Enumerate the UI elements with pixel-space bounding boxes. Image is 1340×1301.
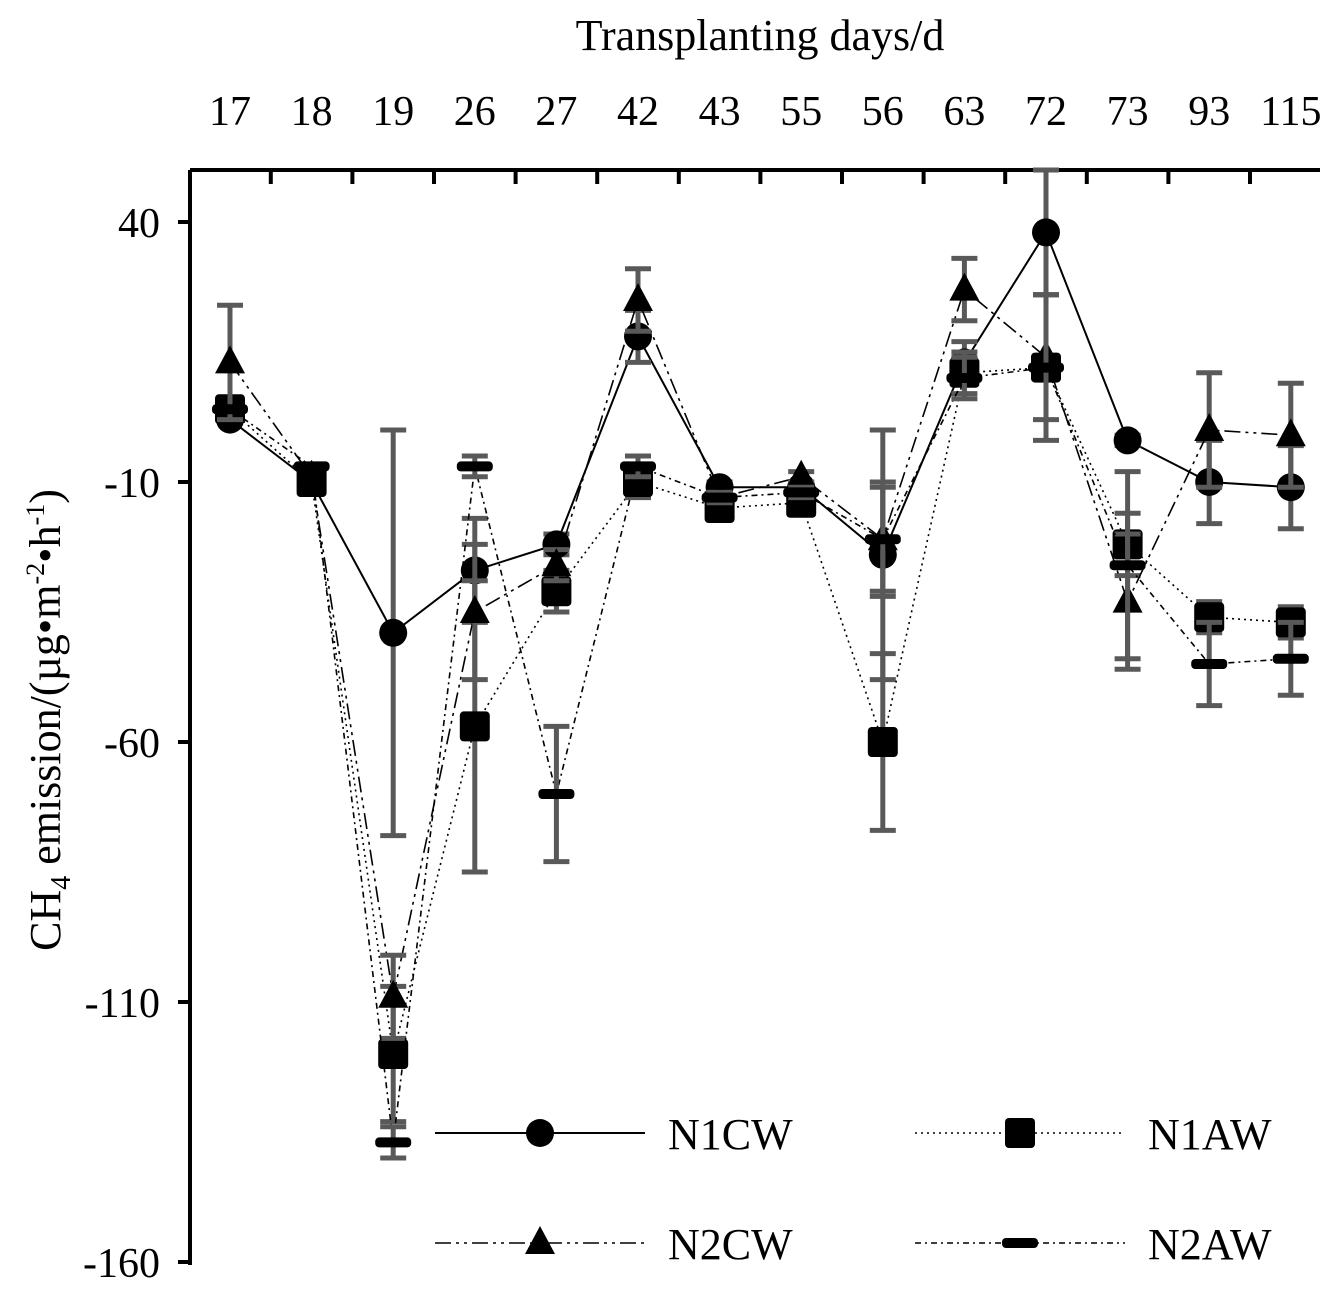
data-point-N2AW-3	[456, 461, 493, 472]
x-tick-label-7: 55	[780, 89, 822, 135]
y-tick-label-2: -60	[104, 721, 160, 767]
data-point-N2CW-4	[541, 548, 572, 577]
data-point-N2CW-12	[1194, 413, 1225, 441]
y-tick-label-4: -160	[83, 1241, 160, 1287]
x-tick-label-9: 63	[943, 89, 985, 135]
data-point-N2AW-11	[1109, 560, 1146, 571]
series-N1CW	[216, 167, 1305, 839]
data-point-N2AW-12	[1191, 659, 1228, 669]
x-tick-label-5: 42	[617, 89, 659, 135]
data-point-N2AW-4	[538, 789, 575, 799]
data-point-N2CW-5	[623, 283, 653, 311]
legend-item-N1AW: N1AW	[915, 1110, 1272, 1159]
legend-marker-N1CW	[526, 1119, 554, 1147]
data-point-N2AW-10	[1028, 362, 1064, 373]
legend-marker-N2CW	[525, 1226, 555, 1254]
y-title-b: •h	[21, 525, 70, 562]
data-point-N2AW-7	[783, 487, 820, 498]
legend-marker-N1AW	[1005, 1118, 1035, 1148]
x-tick-label-2: 19	[372, 89, 414, 135]
data-point-N2CW-2	[378, 979, 409, 1008]
data-point-N2CW-0	[215, 345, 245, 374]
data-point-N1AW-2	[378, 1039, 409, 1069]
y-title-sub: 4	[46, 876, 77, 890]
series-N2CW	[215, 255, 1306, 1041]
legend-label-N1CW: N1CW	[668, 1110, 793, 1159]
data-point-N2CW-9	[949, 272, 980, 301]
data-point-N2CW-3	[459, 595, 490, 623]
data-point-N1AW-8	[867, 727, 898, 757]
legend-item-N2AW: N2AW	[915, 1220, 1272, 1269]
x-tick-label-13: 115	[1260, 89, 1321, 135]
x-tick-label-1: 18	[291, 89, 333, 135]
legend-marker-N2AW	[1002, 1238, 1038, 1248]
data-point-N2CW-7	[786, 459, 817, 488]
x-axis-title: Transplanting days/d	[576, 11, 945, 60]
data-point-N1CW-2	[379, 618, 408, 647]
x-tick-label-11: 73	[1107, 89, 1149, 135]
legend-label-N2AW: N2AW	[1148, 1220, 1272, 1269]
data-point-N2CW-1	[296, 459, 327, 488]
legend-label-N1AW: N1AW	[1148, 1110, 1272, 1159]
data-point-N2AW-1	[293, 461, 330, 472]
x-tick-label-6: 43	[699, 89, 741, 135]
data-point-N2AW-13	[1272, 653, 1309, 664]
y-title-main: CH	[21, 890, 70, 951]
series-N1AW	[215, 349, 1306, 1125]
data-point-N2AW-8	[864, 534, 901, 545]
series-line-N2AW	[229, 366, 1291, 1143]
y-tick-label-1: -10	[104, 461, 160, 507]
legend-label-N2CW: N2CW	[668, 1220, 793, 1269]
y-title-sup1: -2	[21, 563, 50, 585]
y-tick-label-0: 40	[118, 201, 160, 247]
x-tick-label-8: 56	[862, 89, 904, 135]
data-point-N1CW-11	[1113, 426, 1142, 455]
x-tick-label-3: 26	[454, 89, 496, 135]
data-point-N1AW-3	[459, 711, 490, 742]
data-point-N1CW-10	[1032, 218, 1060, 247]
y-title-a: emission/(µg•m	[21, 584, 70, 875]
legend-item-N1CW: N1CW	[435, 1110, 793, 1159]
x-tick-label-10: 72	[1025, 89, 1067, 135]
data-point-N2AW-6	[701, 492, 738, 503]
data-point-N2AW-9	[946, 373, 983, 383]
data-point-N2CW-13	[1275, 418, 1306, 447]
data-point-N2AW-0	[212, 404, 248, 415]
legend-item-N2CW: N2CW	[435, 1220, 793, 1269]
y-title-end: )	[21, 489, 70, 504]
series-N2AW	[212, 292, 1309, 1161]
y-axis-title: CH4 emission/(µg•m-2•h-1)	[21, 489, 77, 951]
data-point-N2AW-2	[375, 1137, 412, 1148]
data-point-N2AW-5	[620, 461, 656, 472]
y-title-sup2: -1	[21, 504, 50, 526]
svg-text:CH4 emission/(µg•m-2•h-1): CH4 emission/(µg•m-2•h-1)	[21, 489, 77, 951]
data-point-N1AW-4	[541, 576, 572, 607]
x-tick-label-12: 93	[1188, 89, 1230, 135]
y-tick-label-3: -110	[85, 981, 160, 1027]
x-tick-label-4: 27	[535, 89, 577, 135]
x-tick-label-0: 17	[209, 89, 251, 135]
